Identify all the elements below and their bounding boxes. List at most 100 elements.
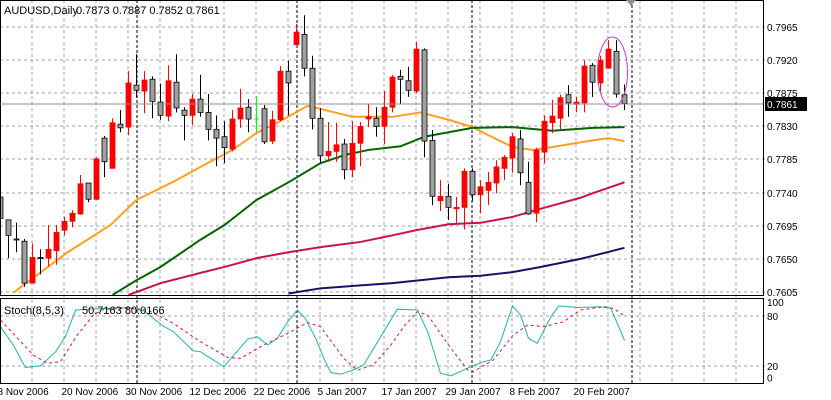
candle-body	[141, 79, 148, 92]
candle-body	[437, 195, 444, 202]
candle-body	[365, 116, 372, 120]
candle-body	[597, 59, 604, 84]
candle-body	[469, 170, 476, 196]
price-axis-label: 0.7695	[767, 222, 798, 233]
candle-body	[229, 118, 236, 150]
candle-body	[397, 75, 404, 80]
date-axis-label: 8 Nov 2006	[0, 387, 49, 398]
chart-symbol-title: AUDUSD,Daily	[4, 5, 78, 17]
candle-body	[221, 136, 228, 149]
candle-body	[109, 122, 116, 169]
current-price-badge	[765, 97, 807, 111]
candle-body	[357, 125, 364, 144]
stoch-readout: 50.7163 80.0166	[82, 305, 165, 317]
moving-average-line	[111, 126, 625, 296]
candle-body	[613, 50, 620, 95]
candle-body	[85, 182, 92, 200]
candle-body	[293, 31, 300, 46]
candle-body	[205, 111, 212, 130]
moving-average-line	[288, 246, 625, 295]
candle-body	[181, 109, 188, 116]
date-axis-label: 22 Dec 2006	[254, 387, 311, 398]
candle-body	[589, 64, 596, 83]
date-axis-label: 5 Jan 2007	[318, 387, 368, 398]
candle-body	[421, 49, 428, 142]
candle-body	[373, 117, 380, 127]
candle-body	[501, 156, 508, 169]
candle-body	[477, 186, 484, 196]
date-axis-label: 8 Feb 2007	[510, 387, 561, 398]
price-axis-label: 0.7605	[767, 288, 798, 299]
candle-body	[485, 181, 492, 191]
candle-body	[333, 144, 340, 152]
candle-body	[93, 158, 100, 200]
axes: 0.7965 0.7920 0.7875 0.7830 0.7785 0.7740 0.76…	[0, 0, 807, 398]
candle-body	[557, 97, 564, 119]
candle-body	[389, 76, 396, 108]
candle-body	[285, 70, 292, 84]
stoch-axis-label: 0	[767, 374, 773, 385]
date-axis-label: 17 Jan 2007	[382, 387, 437, 398]
stoch-indicator-label: Stoch(8,5,3)	[4, 305, 64, 317]
candle-body	[197, 98, 204, 113]
stoch-signal-line	[0, 306, 625, 373]
candle-body	[341, 143, 348, 171]
candle-body	[173, 81, 180, 109]
candle-body	[149, 78, 156, 102]
candle-body	[445, 195, 452, 208]
price-axis-label: 0.7785	[767, 155, 798, 166]
candle-body	[429, 139, 436, 197]
candle-body	[269, 119, 276, 142]
date-axis-label: 12 Dec 2006	[190, 387, 247, 398]
price-axis-label: 0.7875	[767, 89, 798, 100]
candle-body	[605, 48, 612, 69]
candle-body	[245, 106, 252, 120]
candle-body	[581, 65, 588, 104]
candle-body	[277, 70, 284, 121]
candle-body	[413, 48, 420, 92]
candle-body	[325, 151, 332, 157]
stoch-axis-label: 80	[767, 312, 779, 323]
moving-average-line	[128, 181, 625, 296]
candle-body	[541, 120, 548, 153]
date-axis-label: 20 Nov 2006	[62, 387, 119, 398]
candle-body	[29, 256, 36, 284]
candle-body	[61, 220, 68, 231]
current-price-label: 0.7861	[767, 100, 798, 111]
price-axis-label: 0.7920	[767, 56, 798, 67]
candle-body	[453, 206, 460, 210]
candle-body	[301, 33, 308, 69]
candle-body	[213, 128, 220, 139]
price-axis-label: 0.7650	[767, 255, 798, 266]
stoch-panel-border	[0, 298, 764, 384]
candle-body	[565, 94, 572, 104]
candle-body	[133, 84, 140, 91]
candle-body	[509, 136, 516, 159]
main-panel-border	[0, 0, 764, 296]
candle-body	[125, 82, 132, 128]
price-axis-label: 0.7830	[767, 122, 798, 133]
candle-body	[309, 67, 316, 119]
ohlc-readout: 0.7873 0.7887 0.7852 0.7861	[76, 5, 220, 17]
candle-body	[621, 94, 628, 104]
stochastic-lines	[0, 304, 625, 377]
candle-body	[237, 107, 244, 120]
stoch-axis-label: 20	[767, 362, 779, 373]
highlight-ellipse	[597, 36, 628, 108]
stoch-main-line	[0, 304, 625, 377]
candle-body	[381, 106, 388, 127]
candle-body	[261, 108, 268, 143]
candle-body	[317, 117, 324, 157]
candle-body	[461, 170, 468, 208]
candle-body	[349, 142, 356, 171]
candles	[0, 15, 628, 287]
candle-body	[13, 238, 20, 241]
price-axis-label: 0.7965	[767, 23, 798, 34]
stoch-axis-label: 100	[767, 298, 784, 309]
candle-body	[45, 248, 52, 259]
date-axis-label: 29 Jan 2007	[446, 387, 501, 398]
price-axis-label: 0.7740	[767, 189, 798, 200]
candle-body	[69, 212, 76, 222]
candle-body	[525, 181, 532, 215]
